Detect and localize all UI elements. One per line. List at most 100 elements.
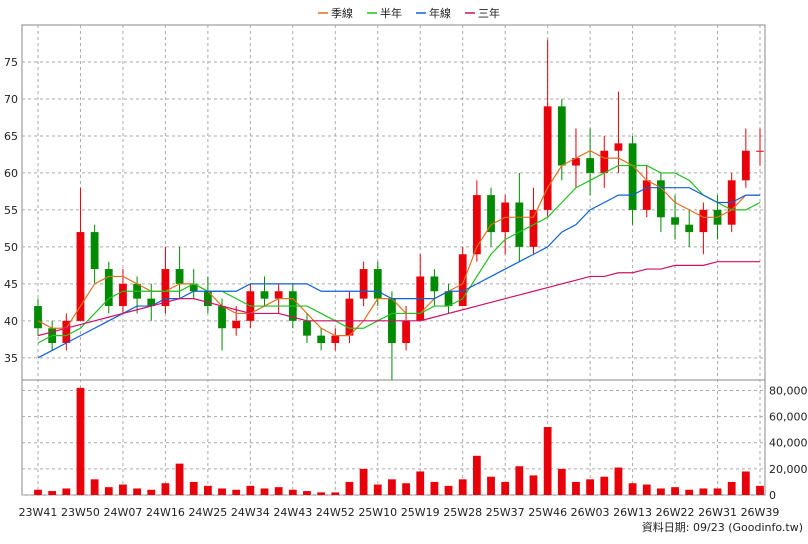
candle-body	[444, 291, 453, 307]
x-tick-label: 26W39	[741, 506, 780, 519]
volume-bar	[600, 476, 609, 495]
candle-body	[515, 202, 524, 247]
x-tick-label: 24W52	[316, 506, 355, 519]
x-tick-label: 26W22	[656, 506, 695, 519]
candle-body	[260, 291, 269, 299]
y-tick-label: 65	[4, 130, 18, 143]
volume-bar	[572, 481, 580, 495]
candle-body	[119, 283, 127, 307]
plot-frame	[21, 24, 766, 496]
volume-bar	[48, 491, 57, 495]
volume-bar	[218, 488, 226, 495]
candle-body	[232, 320, 241, 329]
candle-body	[572, 158, 580, 166]
candle-body	[161, 269, 170, 307]
volume-bar	[246, 485, 255, 495]
candle-body	[373, 269, 382, 299]
x-tick-label: 24W34	[231, 506, 270, 519]
candle-body	[359, 269, 368, 299]
candle-body	[529, 209, 538, 247]
y-tick-label: 75	[4, 56, 18, 69]
y-tick-label: 40	[4, 315, 18, 328]
volume-bar	[458, 479, 467, 495]
x-tick-label: 25W37	[486, 506, 525, 519]
candle-body	[76, 232, 85, 321]
volume-bar	[529, 475, 538, 495]
candle-body	[175, 269, 184, 284]
candle-body	[189, 283, 198, 292]
volume-bar	[444, 485, 453, 495]
volume-bar	[359, 468, 368, 495]
candle-body	[741, 150, 750, 181]
volume-bar	[614, 467, 623, 495]
y2-tick-label: 80,000	[769, 384, 808, 397]
x-tick-label: 24W07	[104, 506, 143, 519]
y2-tick-label: 20,000	[769, 463, 808, 476]
candle-body	[756, 150, 764, 152]
volume-bar	[161, 483, 170, 495]
candle-body	[699, 209, 708, 233]
volume-bar	[713, 488, 722, 495]
candle-body	[657, 180, 665, 218]
candle-body	[274, 291, 283, 299]
candle-body	[642, 180, 651, 210]
x-tick-label: 25W10	[358, 506, 397, 519]
volume-bar	[388, 479, 396, 495]
candle-body	[104, 269, 113, 307]
volume-bar	[685, 489, 694, 495]
volume-bar	[189, 481, 198, 495]
volume-bar	[430, 481, 439, 495]
volume-bar	[642, 484, 651, 495]
volume-bar	[586, 479, 595, 495]
candle-body	[472, 195, 481, 255]
candle-body	[90, 232, 99, 270]
y2-tick-label: 60,000	[769, 411, 808, 424]
y-tick-label: 70	[4, 93, 18, 106]
y-tick-label: 45	[4, 278, 18, 291]
candle-body	[331, 335, 340, 344]
candle-body	[34, 306, 42, 329]
x-tick-label: 24W16	[146, 506, 185, 519]
volume-bar	[119, 484, 127, 495]
volume-bar	[373, 484, 382, 495]
volume-bar	[557, 468, 566, 495]
volume-bar	[515, 466, 524, 495]
volume-bar	[501, 481, 510, 495]
volume-bar	[756, 485, 764, 495]
volume-bar	[317, 492, 326, 495]
candle-body	[317, 335, 326, 344]
volume-bar	[34, 489, 42, 495]
volume-bar	[416, 471, 425, 495]
candle-body	[671, 217, 679, 225]
candle-body	[600, 150, 609, 173]
candle-body	[586, 158, 595, 173]
y2-tick-label: 40,000	[769, 437, 808, 450]
volume-bar	[260, 488, 269, 495]
volume-bar	[133, 488, 141, 495]
x-tick-label: 25W28	[443, 506, 482, 519]
candle-body	[614, 143, 623, 151]
footer: 資料日期: 09/23 (Goodinfo.tw)	[642, 520, 803, 534]
candle-body	[557, 106, 566, 166]
x-tick-label: 23W41	[19, 506, 58, 519]
ma-line	[37, 164, 761, 344]
x-tick-label: 24W25	[188, 506, 227, 519]
candle-body	[458, 254, 467, 307]
candle-body	[543, 106, 552, 210]
candle-body	[218, 306, 226, 329]
volume-bar	[303, 491, 311, 495]
candle-body	[628, 143, 637, 210]
candle-body	[487, 195, 495, 233]
x-tick-label: 25W19	[401, 506, 440, 519]
legend-label: 半年	[380, 6, 402, 20]
x-tick-label: 26W31	[698, 506, 737, 519]
candle-body	[303, 320, 311, 336]
candle-body	[62, 320, 71, 344]
y-tick-label: 50	[4, 241, 18, 254]
legend-label: 年線	[429, 6, 451, 20]
volume-bar	[90, 479, 99, 495]
volume-bar	[104, 487, 113, 495]
candle-body	[430, 276, 439, 292]
volume-bar	[741, 471, 750, 495]
